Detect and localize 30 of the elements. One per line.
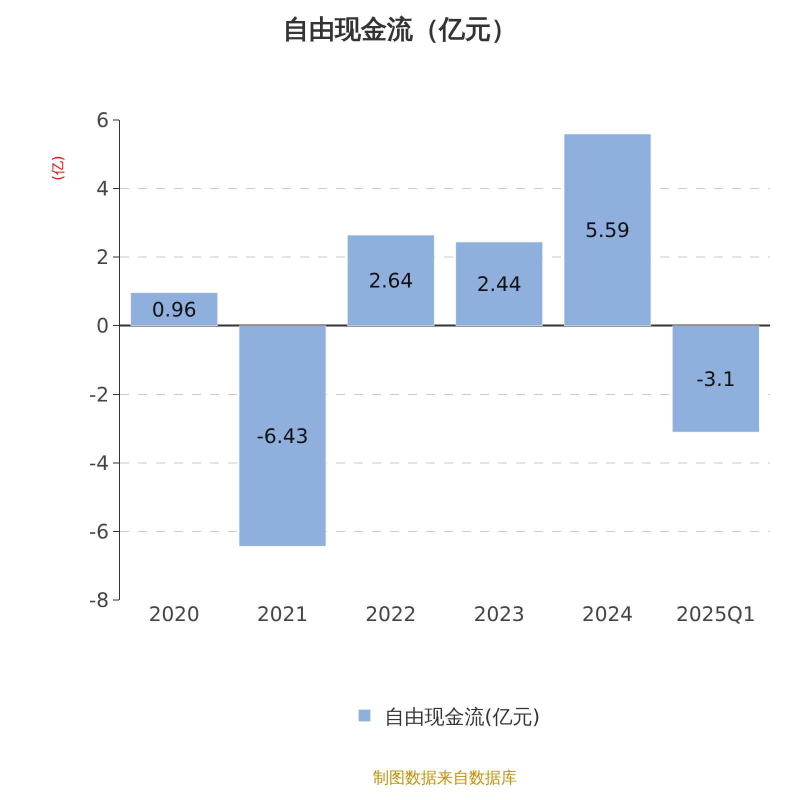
x-tick-label: 2024: [582, 602, 633, 626]
y-tick-label: -2: [89, 382, 109, 406]
data-label: 5.59: [585, 218, 630, 242]
bar: [456, 242, 543, 326]
x-tick-label: 2023: [474, 602, 525, 626]
bar: [130, 292, 218, 326]
y-tick-label: -4: [89, 450, 109, 475]
y-axis-title: (亿): [50, 156, 66, 181]
bar: [672, 325, 760, 432]
x-tick-label: 2025Q1: [676, 602, 756, 626]
y-tick-label: 6: [96, 108, 109, 132]
data-label: -6.43: [256, 424, 308, 448]
data-label: 2.44: [476, 272, 522, 296]
data-label: 2.64: [368, 268, 414, 292]
y-tick-label: 4: [96, 176, 109, 201]
bar: [238, 325, 326, 546]
y-tick-label: 2: [96, 245, 109, 270]
bar: [564, 134, 652, 326]
y-tick-label: -6: [89, 519, 109, 544]
x-tick-label: 2020: [148, 602, 200, 626]
data-label: 0.96: [152, 297, 196, 322]
x-tick-label: 2022: [365, 602, 416, 626]
bar: [347, 234, 434, 326]
data-label: -3.1: [696, 366, 736, 391]
y-tick-label: -8: [89, 588, 109, 612]
y-tick-label: 0: [96, 314, 109, 338]
chart-title: 自由现金流（亿元）: [283, 15, 517, 46]
x-tick-label: 2021: [257, 602, 308, 626]
text: 制图数据来自数据库: [373, 768, 517, 787]
legend-label: 自由现金流(亿元): [384, 704, 540, 728]
